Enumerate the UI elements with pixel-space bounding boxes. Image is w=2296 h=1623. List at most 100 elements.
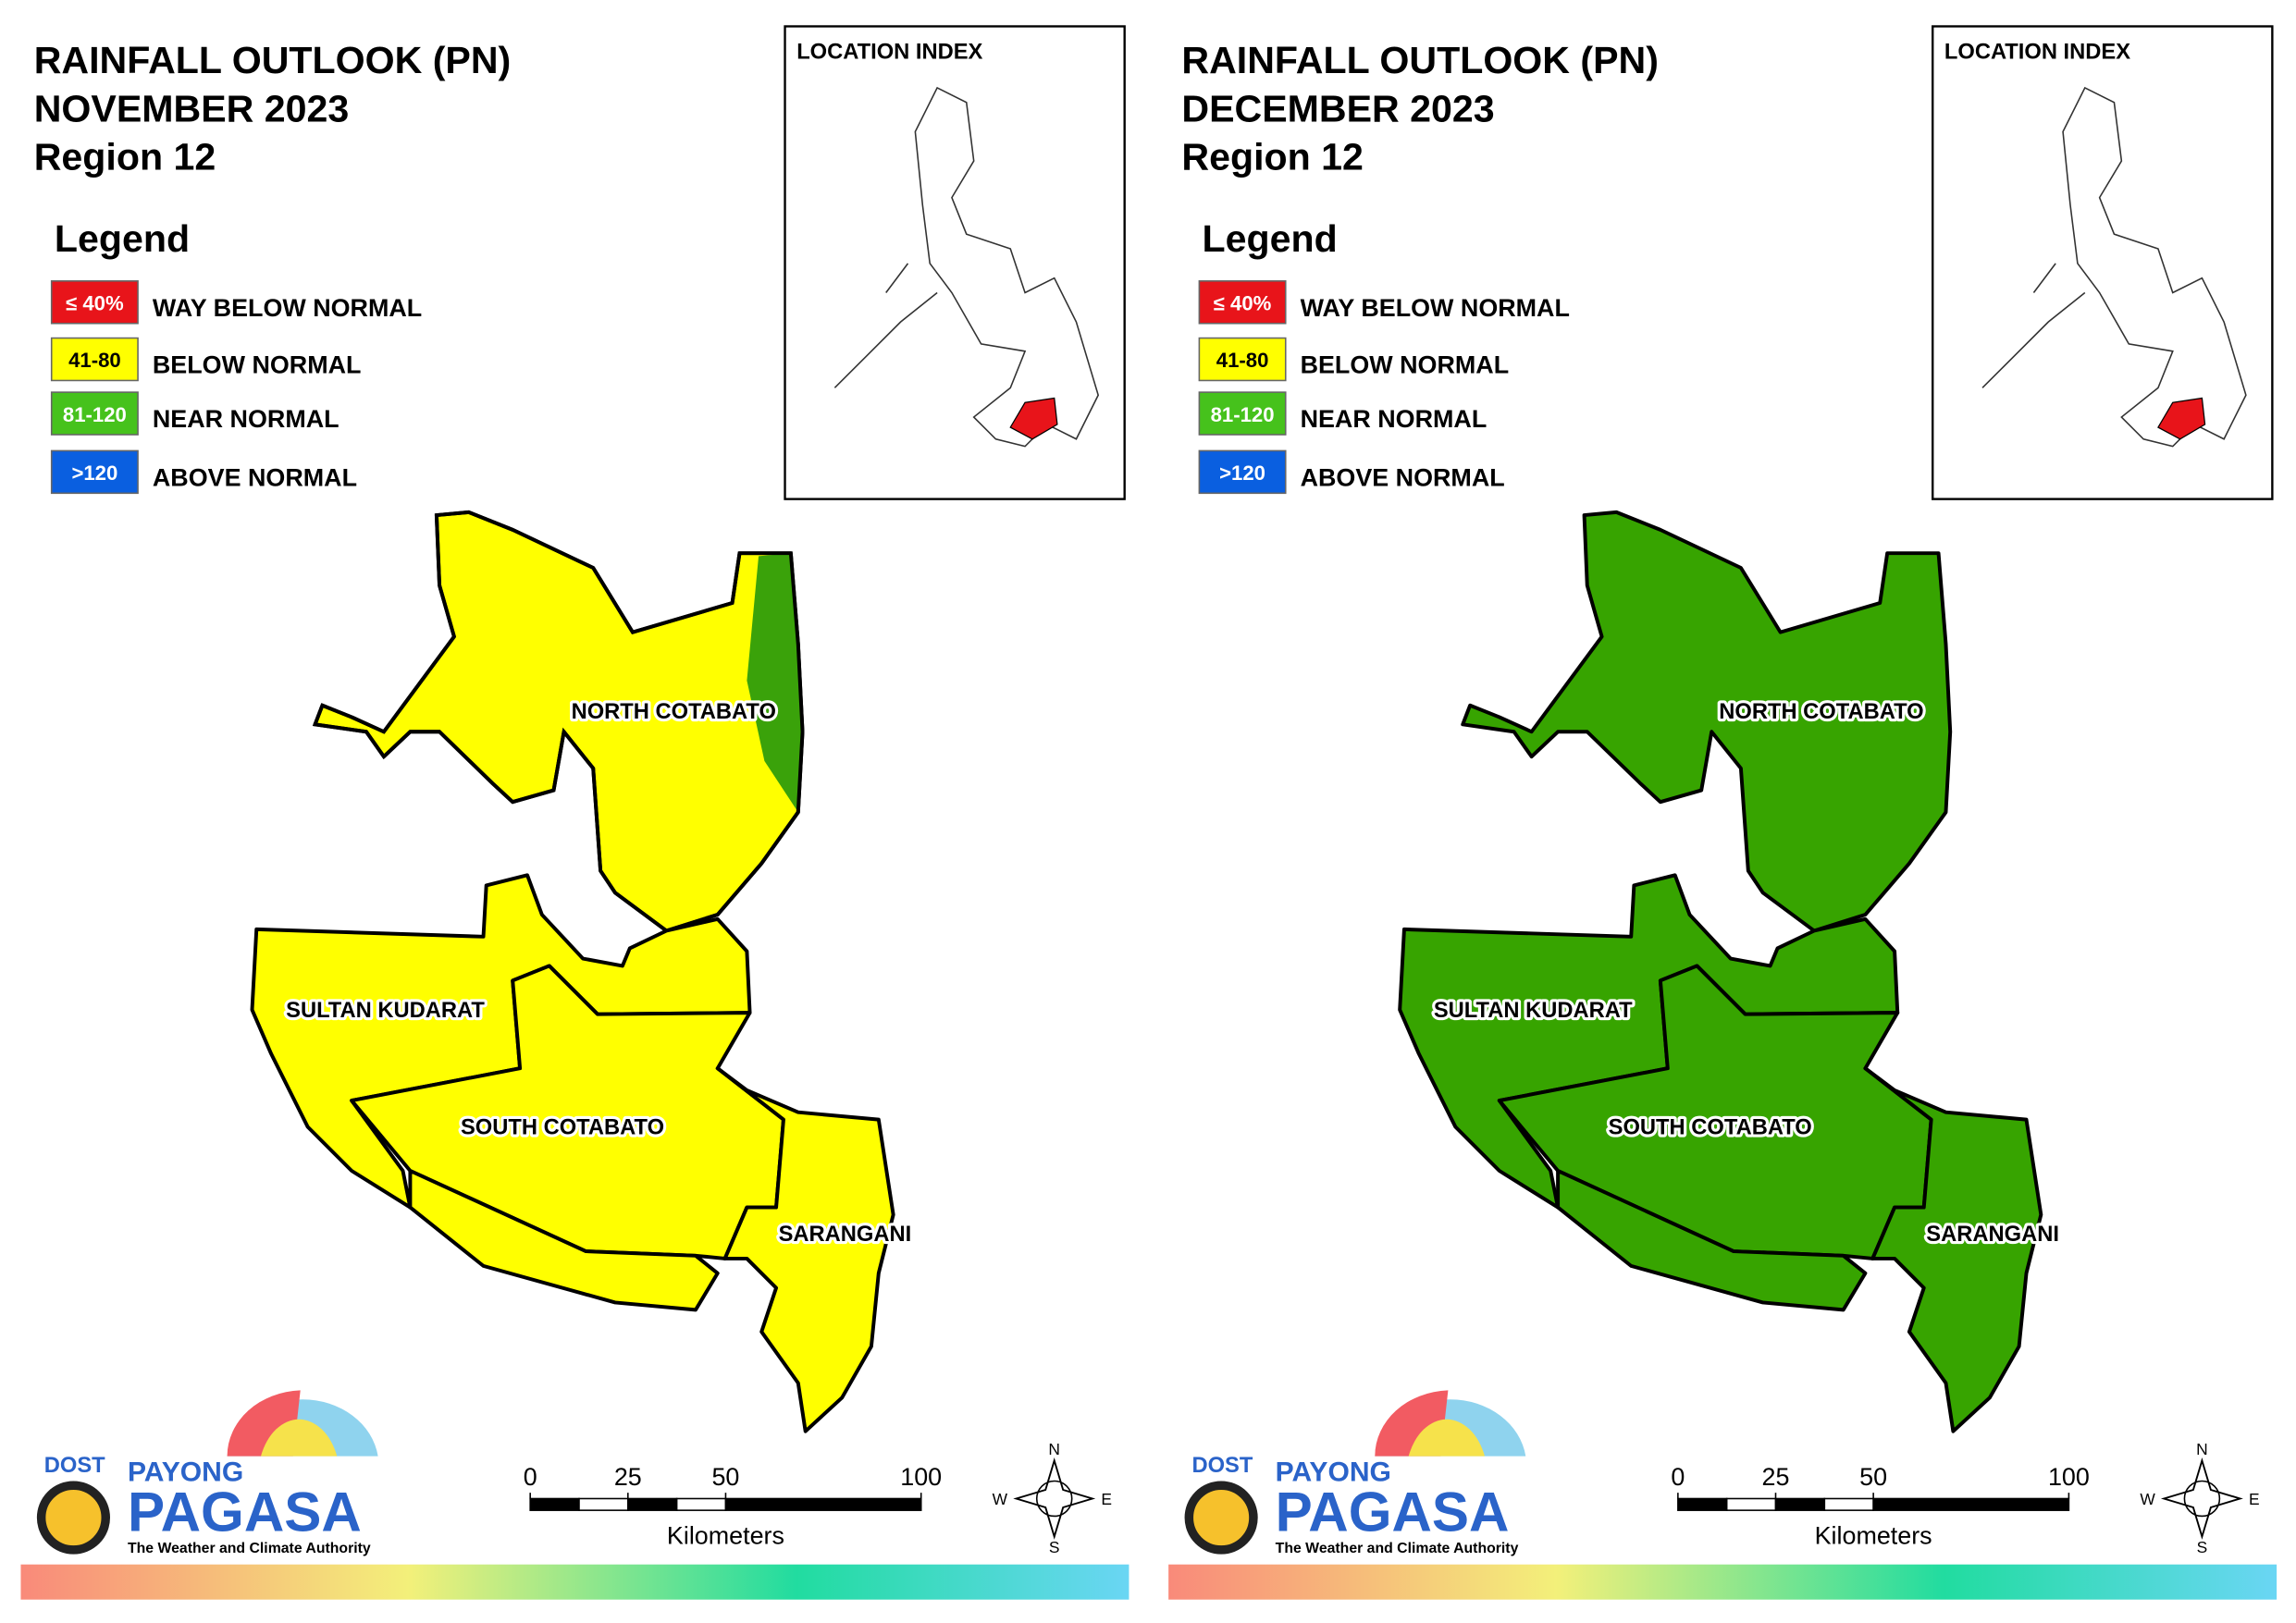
compass-letter: W bbox=[2140, 1490, 2155, 1508]
compass-ring bbox=[2183, 1480, 2221, 1518]
province bbox=[408, 1169, 720, 1312]
province bbox=[1556, 1169, 1868, 1312]
logo-pagasa: PAGASA bbox=[128, 1481, 362, 1543]
logo-gear bbox=[36, 1481, 111, 1555]
compass-letter: S bbox=[2197, 1538, 2208, 1556]
region12-highlight bbox=[1009, 397, 1058, 440]
logo-tagline: The Weather and Climate Authority bbox=[128, 1541, 371, 1556]
legend-code: 81-120 bbox=[1211, 403, 1275, 426]
panel: RAINFALL OUTLOOK (PN) NOVEMBER 2023 Region… bbox=[20, 25, 1129, 1600]
legend-label: BELOW NORMAL bbox=[153, 351, 362, 379]
scale-tick-label: 100 bbox=[900, 1463, 942, 1491]
province-label: NORTH COTABATO bbox=[1719, 700, 1923, 724]
logo-payong: PAYONG bbox=[128, 1457, 243, 1487]
scale-tick-label: 100 bbox=[2048, 1463, 2090, 1491]
logo-umbrella-mid bbox=[1408, 1419, 1485, 1457]
scale-segment bbox=[627, 1497, 678, 1511]
legend-code: >120 bbox=[1219, 461, 1265, 485]
legend-code: ≤ 40% bbox=[66, 291, 124, 314]
compass-rose bbox=[2160, 1457, 2243, 1540]
location-title: LOCATION INDEX bbox=[796, 40, 982, 64]
compass-letter: W bbox=[993, 1490, 1008, 1508]
legend-title: Legend bbox=[55, 217, 190, 260]
logo-dost: DOST bbox=[44, 1454, 105, 1478]
compass-letter: E bbox=[2249, 1490, 2260, 1508]
scale-tick-label: 50 bbox=[711, 1463, 739, 1491]
legend-title: Legend bbox=[1203, 217, 1338, 260]
province-label: SOUTH COTABATO bbox=[1609, 1115, 1812, 1139]
map-title: Region 12 bbox=[34, 136, 216, 178]
legend-code: ≤ 40% bbox=[1214, 291, 1272, 314]
scale-tick-label: 0 bbox=[524, 1463, 537, 1491]
legend-swatch bbox=[1198, 449, 1287, 495]
panel: RAINFALL OUTLOOK (PN) DECEMBER 2023 Region… bbox=[1168, 25, 2277, 1600]
scale-segment bbox=[1725, 1497, 1777, 1511]
province-label: SULTAN KUDARAT bbox=[286, 999, 485, 1023]
legend-label: ABOVE NORMAL bbox=[1301, 463, 1505, 491]
legend-swatch bbox=[1198, 391, 1287, 436]
legend-label: NEAR NORMAL bbox=[153, 405, 339, 433]
compass-letter: E bbox=[1101, 1490, 1112, 1508]
location-box bbox=[784, 25, 1126, 500]
scale-segment bbox=[529, 1497, 580, 1511]
footer-band bbox=[1168, 1564, 2277, 1600]
map-title: NOVEMBER 2023 bbox=[34, 87, 350, 129]
legend-swatch bbox=[1198, 280, 1287, 325]
scale-segment bbox=[1872, 1497, 2070, 1511]
province bbox=[1863, 1066, 2043, 1433]
scale-unit: Kilometers bbox=[1815, 1522, 1932, 1550]
logo-pagasa: PAGASA bbox=[1276, 1481, 1510, 1543]
scale-segment bbox=[1677, 1497, 1728, 1511]
legend-swatch bbox=[1198, 337, 1287, 382]
scale-tick-label: 25 bbox=[614, 1463, 642, 1491]
province-label: NORTH COTABATO bbox=[572, 700, 776, 724]
legend-code: 41-80 bbox=[68, 349, 121, 372]
map-title: RAINFALL OUTLOOK (PN) bbox=[34, 39, 512, 81]
legend-label: NEAR NORMAL bbox=[1301, 405, 1487, 433]
footer-band bbox=[20, 1564, 1129, 1600]
legend-swatch bbox=[50, 337, 139, 382]
map-title: DECEMBER 2023 bbox=[1181, 87, 1494, 129]
location-box bbox=[1932, 25, 2274, 500]
scale-tick-label: 50 bbox=[1859, 1463, 1887, 1491]
legend-swatch bbox=[50, 280, 139, 325]
province-label: SARANGANI bbox=[779, 1223, 912, 1247]
scale-segment bbox=[1774, 1497, 1826, 1511]
legend-label: WAY BELOW NORMAL bbox=[1301, 294, 1570, 322]
province-outline bbox=[312, 510, 805, 933]
province bbox=[715, 1066, 895, 1433]
logo-payong: PAYONG bbox=[1276, 1457, 1391, 1487]
scale-segment bbox=[675, 1497, 727, 1511]
scale-tick-label: 0 bbox=[1671, 1463, 1685, 1491]
logo-tagline: The Weather and Climate Authority bbox=[1276, 1541, 1519, 1556]
compass-ring bbox=[1035, 1480, 1073, 1518]
logo-umbrella-mid bbox=[261, 1419, 338, 1457]
scale-tick-label: 25 bbox=[1762, 1463, 1790, 1491]
province-edge-zone bbox=[747, 553, 803, 813]
legend-code: 41-80 bbox=[1216, 349, 1269, 372]
map-title: RAINFALL OUTLOOK (PN) bbox=[1181, 39, 1659, 81]
compass-letter: S bbox=[1049, 1538, 1060, 1556]
compass-letter: N bbox=[1048, 1440, 1060, 1458]
compass-letter: N bbox=[2196, 1440, 2208, 1458]
legend-label: BELOW NORMAL bbox=[1301, 351, 1510, 379]
logo-gear bbox=[1184, 1481, 1258, 1555]
legend-code: >120 bbox=[71, 461, 117, 485]
legend-label: ABOVE NORMAL bbox=[153, 463, 357, 491]
province-label: SULTAN KUDARAT bbox=[1434, 999, 1633, 1023]
scale-segment bbox=[724, 1497, 922, 1511]
map-title: Region 12 bbox=[1181, 136, 1364, 178]
compass-rose bbox=[1013, 1457, 1096, 1540]
legend-swatch bbox=[50, 449, 139, 495]
scale-unit: Kilometers bbox=[667, 1522, 784, 1550]
province-label: SARANGANI bbox=[1926, 1223, 2059, 1247]
scale-segment bbox=[578, 1497, 629, 1511]
province-label: SOUTH COTABATO bbox=[461, 1115, 664, 1139]
legend-label: WAY BELOW NORMAL bbox=[153, 294, 422, 322]
logo-dost: DOST bbox=[1191, 1454, 1253, 1478]
legend-swatch bbox=[50, 391, 139, 436]
province bbox=[1461, 510, 1953, 933]
location-title: LOCATION INDEX bbox=[1944, 40, 2130, 64]
